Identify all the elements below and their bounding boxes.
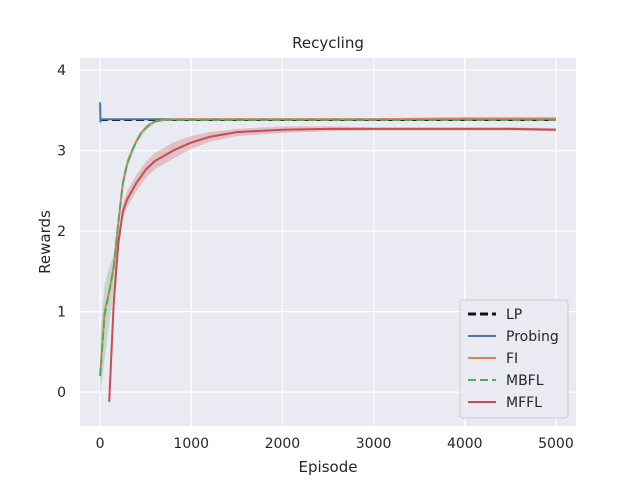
y-tick-label: 4 (57, 63, 66, 79)
y-tick-label: 3 (57, 144, 66, 160)
line-mffl (108, 127, 556, 402)
band-mffl (109, 126, 556, 402)
y-tick-labels: 0 1 2 3 4 (57, 63, 66, 401)
legend-label-fi: FI (506, 351, 518, 367)
y-tick-label: 1 (57, 305, 66, 321)
line-mbfl (99, 119, 556, 377)
x-axis-label: Episode (299, 458, 358, 476)
x-tick-label: 4000 (447, 436, 483, 452)
y-axis-label: Rewards (36, 210, 54, 274)
x-tick-label: 2000 (265, 436, 301, 452)
legend-label-probing: Probing (506, 329, 559, 345)
legend-label-mffl: MFFL (506, 395, 542, 411)
x-tick-label: 0 (96, 436, 105, 452)
y-tick-label: 2 (57, 224, 66, 240)
x-tick-labels: 0 1000 2000 3000 4000 5000 (96, 436, 574, 452)
x-tick-label: 5000 (538, 436, 574, 452)
x-tick-label: 3000 (356, 436, 392, 452)
chart-title: Recycling (292, 34, 364, 52)
series-lines (99, 102, 556, 402)
legend-label-mbfl: MBFL (506, 373, 544, 389)
y-tick-label: 0 (57, 385, 66, 401)
legend-box (459, 299, 569, 419)
legend: LP Probing FI MBFL MFFL (459, 299, 569, 419)
legend-label-lp: LP (506, 307, 522, 323)
x-tick-label: 1000 (173, 436, 209, 452)
